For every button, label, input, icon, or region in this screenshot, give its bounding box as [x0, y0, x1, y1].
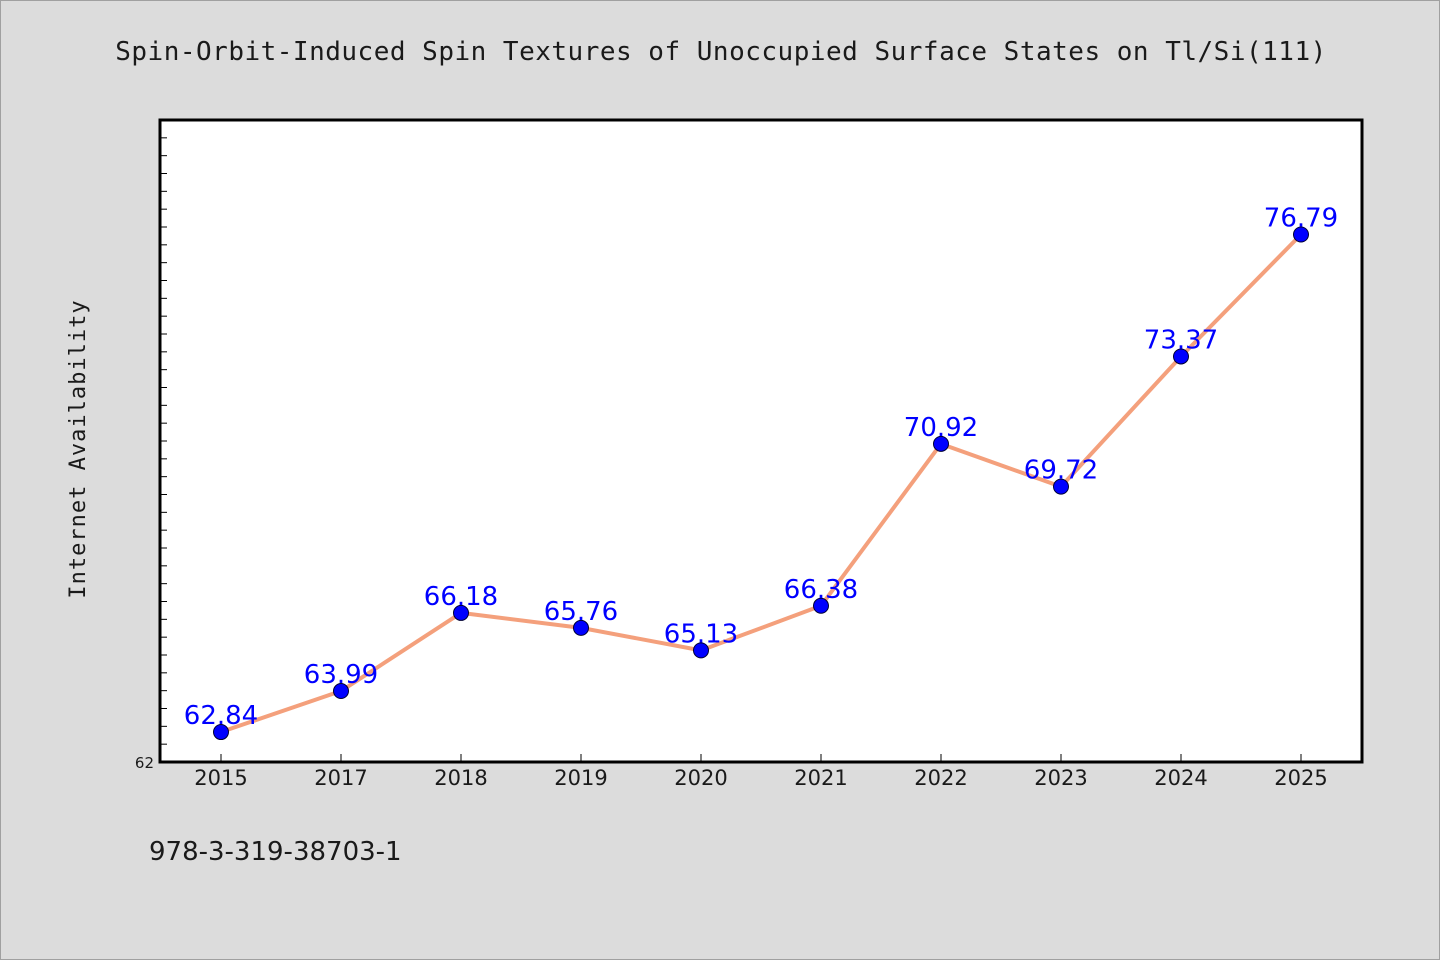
data-point: [1053, 478, 1069, 495]
x-tick-label: 2022: [914, 766, 967, 790]
data-point: [213, 724, 229, 741]
series-line-group: [220, 233, 1303, 734]
y-axis-ticks: 62: [135, 137, 167, 772]
series-markers-group: [213, 226, 1309, 741]
x-tick-label: 2017: [314, 766, 367, 790]
data-label: 66.18: [424, 582, 498, 612]
data-point: [1173, 348, 1189, 365]
data-label: 76.79: [1264, 203, 1338, 233]
chart-title: Spin-Orbit-Induced Spin Textures of Unoc…: [115, 37, 1327, 67]
x-tick-label: 2019: [554, 766, 607, 790]
data-point: [453, 604, 469, 621]
data-label: 62.84: [184, 701, 258, 731]
x-tick-label: 2023: [1034, 766, 1087, 790]
x-tick-label: 2020: [674, 766, 727, 790]
data-point: [1293, 226, 1309, 243]
x-tick-label: 2015: [194, 766, 247, 790]
series-line: [220, 233, 1303, 734]
y-axis-label: Internet Availability: [66, 299, 91, 598]
data-point: [333, 683, 349, 700]
data-point: [693, 642, 709, 659]
data-label: 70.92: [904, 413, 978, 443]
data-label: 65.13: [664, 619, 738, 649]
x-axis-ticks: 2015 2017 2018 2019 2020 2021 2022 2023 2024 2025: [194, 754, 1328, 790]
y-tick-label: 62: [135, 754, 154, 772]
footer-note: 978-3-319-38703-1: [149, 837, 402, 867]
plot-area: [158, 118, 1364, 764]
data-label: 69.72: [1024, 456, 1098, 486]
data-label: 66.38: [784, 575, 858, 605]
data-point: [573, 619, 589, 636]
series-labels-group: 62.84 63.99 66.18 65.76 65.13 66.38 70.92 69.72…: [184, 203, 1338, 731]
x-tick-label: 2025: [1274, 766, 1327, 790]
x-tick-label: 2024: [1154, 766, 1207, 790]
data-label: 73.37: [1144, 325, 1218, 355]
data-point: [933, 435, 949, 452]
data-point: [813, 597, 829, 614]
data-label: 63.99: [304, 660, 378, 690]
x-tick-label: 2021: [794, 766, 847, 790]
x-tick-label: 2018: [434, 766, 487, 790]
data-label: 65.76: [544, 597, 618, 627]
